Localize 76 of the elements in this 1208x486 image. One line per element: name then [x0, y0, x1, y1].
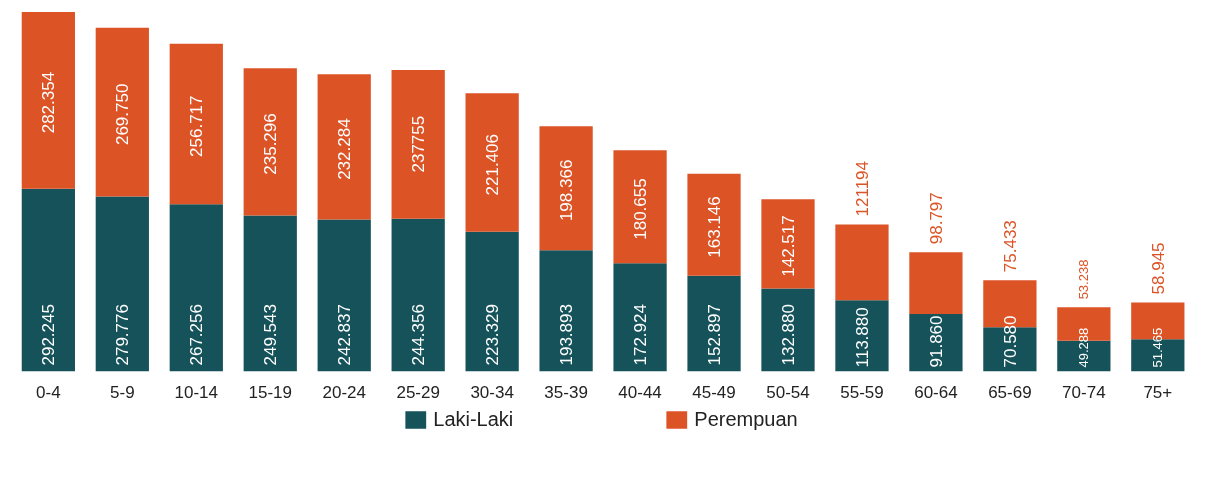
data-label: 180.655 [631, 178, 651, 240]
bar [243, 68, 297, 216]
bar [909, 314, 963, 372]
data-label: 193.893 [557, 304, 577, 366]
bar [465, 93, 519, 232]
data-label: 223.329 [483, 304, 503, 366]
data-label: 282.354 [39, 71, 59, 134]
data-label: 221.406 [483, 134, 503, 196]
bar [243, 215, 297, 372]
bar [761, 288, 815, 372]
data-label: 49.288 [1076, 327, 1092, 368]
x-tick-label: 60-64 [914, 382, 958, 402]
data-label: 70.580 [1000, 315, 1020, 368]
data-label: 53.238 [1076, 259, 1092, 300]
bar [95, 27, 149, 197]
data-label: 237755 [409, 115, 429, 173]
bar [21, 12, 75, 189]
bar [835, 300, 889, 372]
data-label: 267.256 [187, 304, 207, 366]
data-label: 172.924 [631, 304, 651, 366]
bar [613, 150, 667, 264]
data-label: 51.465 [1150, 327, 1166, 368]
bar [21, 188, 75, 372]
data-label: 152.897 [705, 304, 725, 366]
bar [539, 250, 593, 372]
bar [169, 204, 223, 372]
x-tick-label: 20-24 [322, 382, 366, 402]
data-label: 232.284 [335, 118, 355, 180]
bar [909, 252, 963, 315]
data-label: 98.797 [926, 192, 946, 245]
x-tick-label: 10-14 [174, 382, 219, 402]
bar [317, 219, 371, 372]
x-tick-label: 70-74 [1062, 382, 1106, 402]
bar [687, 173, 741, 276]
bar [169, 43, 223, 205]
bar [465, 231, 519, 372]
data-label: 163.146 [705, 196, 725, 258]
bar [391, 218, 445, 372]
data-label: 256.717 [187, 95, 207, 157]
bar [317, 74, 371, 220]
x-tick-label: 30-34 [470, 382, 514, 402]
x-tick-label: 50-54 [766, 382, 810, 402]
data-label: 58.945 [1148, 242, 1168, 295]
data-label: 142.517 [779, 215, 798, 277]
x-tick-label: 40-44 [618, 382, 662, 402]
bar [687, 275, 741, 372]
x-tick-label: 75+ [1143, 382, 1173, 402]
data-label: 91.860 [926, 315, 946, 368]
x-tick-label: 5-9 [110, 382, 135, 402]
data-label: 269.750 [113, 83, 133, 146]
bar [613, 263, 667, 372]
bar [95, 196, 149, 372]
data-label: 75.433 [1000, 220, 1020, 273]
data-label: 249.543 [261, 304, 281, 366]
data-label: 235.296 [261, 113, 281, 175]
x-tick-label: 35-39 [544, 382, 588, 402]
x-tick-label: 25-29 [396, 382, 440, 402]
x-tick-label: 55-59 [840, 382, 884, 402]
data-label: 279.776 [113, 304, 133, 366]
data-label: 292.245 [39, 304, 59, 366]
data-label: 242.837 [335, 304, 355, 366]
bar [835, 224, 889, 301]
data-label: 113.880 [852, 307, 872, 368]
legend-label: Perempuan [694, 407, 798, 431]
x-tick-label: 0-4 [36, 382, 61, 402]
data-label: 198.366 [557, 159, 577, 222]
legend-label: Laki-Laki [433, 407, 514, 431]
data-label: 121194 [852, 160, 872, 217]
x-tick-label: 15-19 [248, 382, 292, 402]
bar [539, 126, 593, 251]
data-label: 132.880 [779, 304, 798, 366]
x-tick-label: 65-69 [988, 382, 1032, 402]
bar [761, 199, 815, 289]
data-label: 244.356 [409, 304, 429, 366]
x-tick-label: 45-49 [692, 382, 736, 402]
bar [391, 69, 445, 219]
